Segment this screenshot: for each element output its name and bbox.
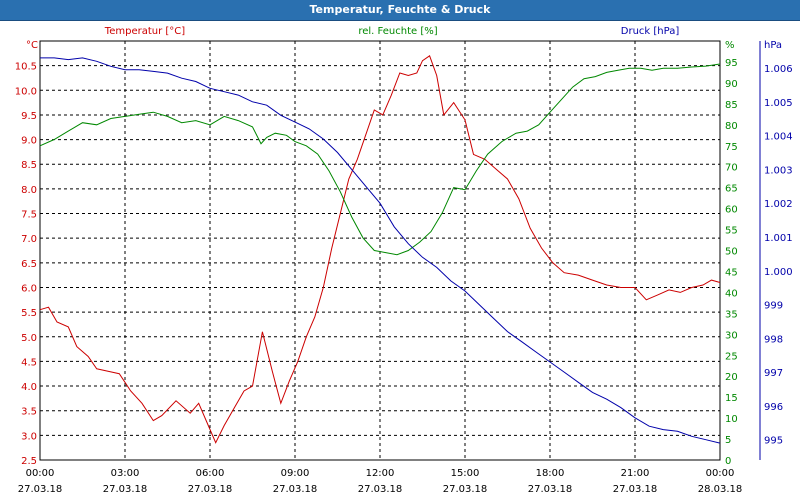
series-line-humidity bbox=[39, 63, 721, 256]
y-tick-label-humidity: 10 bbox=[725, 414, 738, 425]
x-tick-label-time: 12:00 bbox=[366, 468, 395, 479]
y-tick-label-humidity: 75 bbox=[725, 142, 738, 153]
x-tick-label-time: 00:00 bbox=[26, 468, 55, 479]
y-tick-label-pressure: 999 bbox=[764, 301, 783, 312]
x-tick-label-time: 00:00 bbox=[706, 468, 735, 479]
y-tick-label-humidity: 0 bbox=[725, 456, 731, 467]
y-tick-label-temperature: 6.5 bbox=[21, 259, 37, 270]
y-tick-label-pressure: 998 bbox=[764, 334, 783, 345]
chart-title-bar: Temperatur, Feuchte & Druck bbox=[0, 0, 800, 21]
y-tick-label-humidity: 15 bbox=[725, 393, 738, 404]
y-tick-label-temperature: 7.5 bbox=[21, 210, 37, 221]
y-tick-label-temperature: 8.5 bbox=[21, 160, 37, 171]
x-tick-label-date: 27.03.18 bbox=[613, 484, 658, 495]
y-tick-label-temperature: 2.5 bbox=[21, 456, 37, 467]
y-tick-label-humidity: 40 bbox=[725, 288, 738, 299]
y-tick-label-temperature: 6.0 bbox=[21, 283, 37, 294]
series-label-temperature: Temperatur [°C] bbox=[104, 26, 185, 37]
x-tick-label-date: 27.03.18 bbox=[188, 484, 233, 495]
x-tick-label-date: 28.03.18 bbox=[698, 484, 743, 495]
x-tick-label-date: 27.03.18 bbox=[273, 484, 318, 495]
y-tick-label-humidity: 25 bbox=[725, 351, 738, 362]
y-tick-label-humidity: 5 bbox=[725, 435, 731, 446]
y-tick-label-humidity: 70 bbox=[725, 163, 738, 174]
y-tick-label-humidity: 45 bbox=[725, 267, 738, 278]
y-tick-label-humidity: 20 bbox=[725, 372, 738, 383]
y-tick-label-pressure: 1.003 bbox=[764, 165, 793, 176]
x-tick-label-date: 27.03.18 bbox=[18, 484, 63, 495]
y-axis-unit-humidity: % bbox=[725, 40, 735, 51]
y-tick-label-pressure: 1.005 bbox=[764, 98, 793, 109]
y-tick-label-humidity: 35 bbox=[725, 309, 738, 320]
y-tick-label-pressure: 1.002 bbox=[764, 199, 793, 210]
y-tick-label-humidity: 30 bbox=[725, 330, 738, 341]
y-tick-label-humidity: 55 bbox=[725, 226, 738, 237]
y-tick-label-pressure: 997 bbox=[764, 368, 783, 379]
y-tick-label-temperature: 7.0 bbox=[21, 234, 37, 245]
x-tick-label-time: 06:00 bbox=[196, 468, 225, 479]
y-tick-label-pressure: 1.006 bbox=[764, 64, 793, 75]
y-tick-label-temperature: 3.5 bbox=[21, 407, 37, 418]
y-tick-label-humidity: 85 bbox=[725, 100, 738, 111]
series-line-pressure bbox=[40, 57, 721, 444]
y-tick-label-humidity: 60 bbox=[725, 205, 738, 216]
series-line-temperature bbox=[39, 55, 721, 444]
y-tick-label-temperature: 9.5 bbox=[21, 111, 37, 122]
y-tick-label-temperature: 4.0 bbox=[21, 382, 37, 393]
x-tick-label-time: 18:00 bbox=[536, 468, 565, 479]
y-tick-label-temperature: 9.0 bbox=[21, 136, 37, 147]
y-tick-label-humidity: 50 bbox=[725, 247, 738, 258]
y-axis-unit-pressure: hPa bbox=[764, 40, 782, 51]
y-tick-label-humidity: 65 bbox=[725, 184, 738, 195]
x-tick-label-date: 27.03.18 bbox=[528, 484, 573, 495]
y-axis-unit-temperature: °C bbox=[26, 40, 38, 51]
x-tick-label-time: 21:00 bbox=[621, 468, 650, 479]
series-label-pressure: Druck [hPa] bbox=[621, 26, 680, 37]
y-tick-label-pressure: 995 bbox=[764, 436, 783, 447]
y-tick-label-temperature: 5.5 bbox=[21, 308, 37, 319]
chart-title: Temperatur, Feuchte & Druck bbox=[309, 3, 491, 16]
y-tick-label-humidity: 95 bbox=[725, 58, 738, 69]
y-tick-label-pressure: 1.000 bbox=[764, 267, 793, 278]
y-tick-label-temperature: 3.0 bbox=[21, 431, 37, 442]
series-label-humidity: rel. Feuchte [%] bbox=[358, 26, 437, 37]
y-tick-label-temperature: 4.5 bbox=[21, 357, 37, 368]
x-tick-label-time: 15:00 bbox=[451, 468, 480, 479]
y-tick-label-pressure: 996 bbox=[764, 402, 783, 413]
y-tick-label-temperature: 8.0 bbox=[21, 185, 37, 196]
x-tick-label-date: 27.03.18 bbox=[103, 484, 148, 495]
x-tick-label-time: 03:00 bbox=[111, 468, 140, 479]
x-tick-label-time: 09:00 bbox=[281, 468, 310, 479]
y-tick-label-pressure: 1.004 bbox=[764, 132, 793, 143]
y-tick-label-temperature: 10.0 bbox=[15, 86, 37, 97]
x-tick-label-date: 27.03.18 bbox=[443, 484, 488, 495]
y-tick-label-temperature: 5.0 bbox=[21, 333, 37, 344]
x-tick-label-date: 27.03.18 bbox=[358, 484, 403, 495]
y-tick-label-humidity: 90 bbox=[725, 79, 738, 90]
y-tick-label-humidity: 80 bbox=[725, 121, 738, 132]
y-tick-label-pressure: 1.001 bbox=[764, 233, 793, 244]
y-tick-label-temperature: 10.5 bbox=[15, 62, 37, 73]
